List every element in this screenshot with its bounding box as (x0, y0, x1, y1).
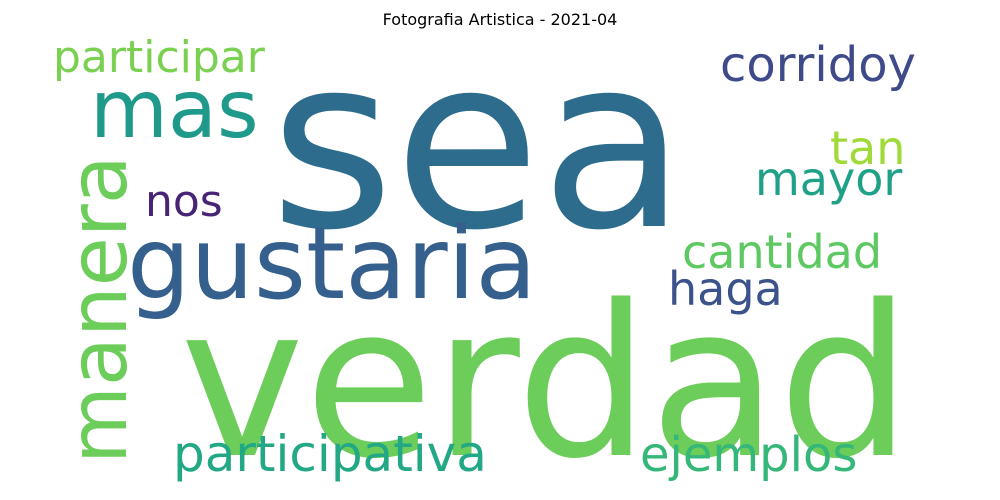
word-verdad: verdad (180, 260, 911, 500)
word-sea: sea (270, 6, 686, 283)
word-ejemplos: ejemplos (640, 427, 857, 483)
word-participativa: participativa (173, 425, 487, 483)
word-haga: haga (668, 262, 783, 316)
word-corridoy: corridoy (720, 37, 916, 93)
word-mayor: mayor (755, 152, 902, 206)
word-cantidad: cantidad (682, 225, 882, 279)
word-manera: manera (52, 155, 145, 464)
word-tan: tan (830, 121, 905, 175)
word-mas: mas (90, 63, 259, 156)
word-gustaria: gustaria (127, 205, 537, 322)
word-participar: participar (53, 32, 266, 83)
word-nos: nos (145, 176, 223, 227)
chart-title: Fotografia Artistica - 2021-04 (382, 10, 618, 29)
